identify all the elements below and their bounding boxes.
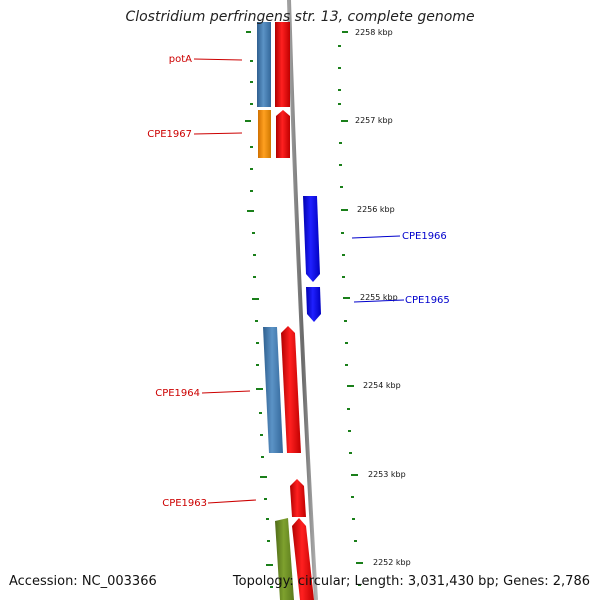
- gene-labels: potA CPE1967 CPE1966 CPE1965 CPE1964 CPE…: [147, 54, 450, 509]
- gene-CPE1966[interactable]: [303, 196, 320, 282]
- leader-potA: [193, 58, 243, 61]
- map-title: Clostridium perfringens str. 13, complet…: [125, 9, 475, 25]
- label-CPE1966[interactable]: CPE1966: [402, 231, 447, 242]
- leader-CPE1963: [207, 499, 257, 504]
- outer-tick-marks: [338, 31, 363, 586]
- inner-tick-marks: [245, 31, 273, 588]
- label-CPE1967[interactable]: CPE1967: [147, 129, 192, 140]
- reverse-strand-features: [303, 196, 321, 322]
- gene-CPE1965[interactable]: [306, 287, 321, 322]
- leader-CPE1965: [353, 299, 405, 303]
- label-CPE1963[interactable]: CPE1963: [162, 498, 207, 509]
- label-potA[interactable]: potA: [169, 54, 192, 65]
- gene-next-olive[interactable]: [275, 518, 294, 600]
- leader-CPE1966: [351, 235, 401, 239]
- scale-label-2254: 2254 kbp: [363, 381, 401, 390]
- genome-backbone: [287, 0, 318, 600]
- forward-strand-features: [257, 22, 314, 600]
- scale-label-2256: 2256 kbp: [357, 205, 395, 214]
- scale-label-2258: 2258 kbp: [355, 28, 393, 37]
- gene-CPE1964[interactable]: [263, 327, 283, 453]
- cds-next[interactable]: [292, 518, 314, 600]
- scale-label-2255: 2255 kbp: [360, 293, 398, 302]
- label-CPE1964[interactable]: CPE1964: [155, 388, 200, 399]
- gene-CPE1967[interactable]: [258, 110, 271, 158]
- label-CPE1965[interactable]: CPE1965: [405, 295, 450, 306]
- accession-text: Accession: NC_003366: [9, 574, 157, 589]
- label-leaders: [193, 58, 405, 504]
- cds-CPE1964[interactable]: [281, 326, 301, 453]
- cds-potA[interactable]: [275, 22, 290, 107]
- scale-label-2257: 2257 kbp: [355, 116, 393, 125]
- scale-label-2252: 2252 kbp: [373, 558, 411, 567]
- scale-labels: 2258 kbp 2257 kbp 2256 kbp 2255 kbp 2254…: [355, 28, 411, 567]
- leader-CPE1967: [193, 132, 243, 135]
- scale-label-2253: 2253 kbp: [368, 470, 406, 479]
- cds-CPE1963[interactable]: [290, 479, 306, 517]
- leader-CPE1964: [201, 390, 251, 394]
- cds-CPE1967[interactable]: [276, 110, 290, 158]
- genome-summary-text: Topology: circular; Length: 3,031,430 bp…: [232, 574, 590, 589]
- gene-potA[interactable]: [257, 22, 271, 107]
